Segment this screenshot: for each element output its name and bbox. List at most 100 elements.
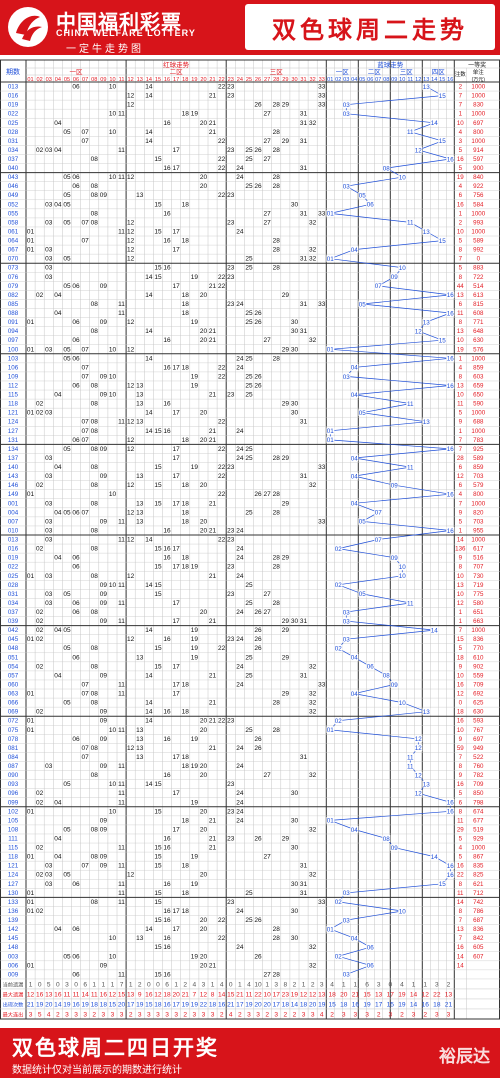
blue-ball-bg bbox=[326, 209, 335, 217]
red-number-header: 22 bbox=[219, 77, 225, 83]
issue-number: 064 bbox=[8, 238, 19, 245]
red-ball-number: 14 bbox=[145, 274, 153, 281]
blue-number-header: 01 bbox=[327, 77, 333, 83]
blue-ball-bg bbox=[350, 825, 359, 833]
stats-value: 17 bbox=[127, 1001, 135, 1008]
blue-ball-number: 04 bbox=[351, 473, 359, 480]
red-ball-number: 29 bbox=[282, 618, 290, 625]
stats-value: 4 bbox=[229, 1011, 233, 1018]
prize-amount: 621 bbox=[473, 881, 484, 888]
stats-value: 2 bbox=[330, 1011, 334, 1018]
red-ball-number: 25 bbox=[245, 183, 253, 190]
blue-ball-number: 10 bbox=[399, 573, 407, 580]
red-ball-number: 02 bbox=[36, 663, 44, 670]
blue-ball-number: 03 bbox=[343, 102, 351, 109]
red-ball-number: 01 bbox=[27, 491, 35, 498]
red-ball-number: 03 bbox=[45, 274, 53, 281]
stats-value: 3 bbox=[102, 1011, 106, 1018]
prize-count: 2 bbox=[459, 84, 463, 91]
blue-ball-number: 02 bbox=[335, 899, 343, 906]
blue-ball-number: 15 bbox=[439, 93, 447, 100]
issue-number: 025 bbox=[8, 573, 19, 580]
stats-value: 1 bbox=[302, 981, 306, 988]
red-ball-number: 23 bbox=[227, 591, 235, 598]
red-ball-number: 29 bbox=[282, 500, 290, 507]
red-ball-number: 15 bbox=[154, 645, 162, 652]
blue-ball-bg bbox=[438, 137, 447, 145]
blue-ball-bg bbox=[350, 246, 359, 254]
blue-trend-header: 蓝球走势 bbox=[377, 60, 404, 69]
red-ball-number: 08 bbox=[91, 446, 99, 453]
stats-value: 14 bbox=[410, 1001, 418, 1008]
red-ball-number: 12 bbox=[127, 636, 135, 643]
red-ball-number: 25 bbox=[245, 265, 253, 272]
red-ball-number: 18 bbox=[182, 763, 190, 770]
red-ball-number: 09 bbox=[100, 863, 108, 870]
red-ball-number: 26 bbox=[254, 147, 262, 154]
red-ball-number: 17 bbox=[173, 790, 181, 797]
red-ball-number: 24 bbox=[236, 808, 244, 815]
red-ball-number: 29 bbox=[282, 654, 290, 661]
red-ball-number: 02 bbox=[36, 790, 44, 797]
stats-value: 0 bbox=[229, 981, 233, 988]
stats-value: 22 bbox=[433, 991, 441, 998]
red-ball-number: 15 bbox=[154, 500, 162, 507]
prize-amount: 760 bbox=[473, 763, 484, 770]
stats-value: 12 bbox=[109, 991, 117, 998]
watermark: 裕辰达 bbox=[439, 1047, 490, 1067]
red-ball-number: 28 bbox=[273, 129, 281, 136]
red-ball-number: 12 bbox=[127, 745, 135, 752]
red-ball-number: 17 bbox=[173, 473, 181, 480]
red-ball-number: 20 bbox=[200, 872, 208, 879]
red-ball-number: 26 bbox=[254, 383, 262, 390]
red-number-header: 33 bbox=[319, 77, 325, 83]
red-ball-number: 06 bbox=[72, 609, 80, 616]
red-ball-number: 08 bbox=[91, 700, 99, 707]
red-ball-number: 26 bbox=[254, 373, 262, 380]
stats-value: 2 bbox=[293, 1011, 297, 1018]
stats-value: 3 bbox=[211, 1011, 215, 1018]
red-number-header: 24 bbox=[237, 77, 243, 83]
red-ball-number: 31 bbox=[300, 890, 308, 897]
blue-ball-number: 14 bbox=[431, 120, 439, 127]
red-ball-number: 17 bbox=[173, 908, 181, 915]
stats-value: 17 bbox=[273, 1001, 281, 1008]
red-ball-number: 26 bbox=[254, 953, 262, 960]
blue-ball-number: 16 bbox=[447, 492, 455, 499]
red-ball-number: 16 bbox=[163, 836, 171, 843]
red-ball-number: 11 bbox=[118, 618, 125, 625]
issue-number: 066 bbox=[8, 700, 19, 707]
blue-ball-bg bbox=[446, 382, 455, 390]
stats-value: 7 bbox=[193, 991, 197, 998]
red-ball-number: 03 bbox=[45, 591, 53, 598]
stats-value: 18 bbox=[282, 1001, 290, 1008]
blue-ball-number: 03 bbox=[343, 183, 351, 190]
stats-value: 1 bbox=[354, 981, 358, 988]
red-ball-number: 20 bbox=[200, 926, 208, 933]
stats-value: 3 bbox=[29, 1011, 33, 1018]
red-ball-number: 33 bbox=[318, 681, 326, 688]
red-ball-number: 27 bbox=[264, 772, 272, 779]
blue-ball-number: 10 bbox=[399, 564, 407, 571]
stats-value: 21 bbox=[27, 1001, 35, 1008]
red-ball-number: 32 bbox=[309, 663, 317, 670]
blue-ball-number: 06 bbox=[367, 963, 375, 970]
red-ball-number: 18 bbox=[182, 201, 190, 208]
red-ball-number: 28 bbox=[273, 102, 281, 109]
red-ball-number: 04 bbox=[54, 836, 62, 843]
red-ball-number: 15 bbox=[154, 201, 162, 208]
stats-value: 1 bbox=[211, 981, 215, 988]
prize-amount: 850 bbox=[473, 790, 484, 797]
red-ball-number: 20 bbox=[200, 518, 208, 525]
blue-number-header: 07 bbox=[375, 77, 381, 83]
red-ball-number: 26 bbox=[254, 183, 262, 190]
red-ball-number: 05 bbox=[63, 174, 71, 181]
blue-ball-number: 05 bbox=[359, 591, 367, 598]
red-ball-number: 05 bbox=[63, 283, 71, 290]
blue-ball-number: 04 bbox=[351, 655, 359, 662]
prize-count: 13 bbox=[457, 328, 464, 335]
issue-number: 048 bbox=[8, 645, 19, 652]
chart-title-box: 双色球周二走势 bbox=[245, 4, 495, 50]
red-ball-number: 07 bbox=[82, 346, 90, 353]
red-ball-number: 16 bbox=[163, 944, 171, 951]
